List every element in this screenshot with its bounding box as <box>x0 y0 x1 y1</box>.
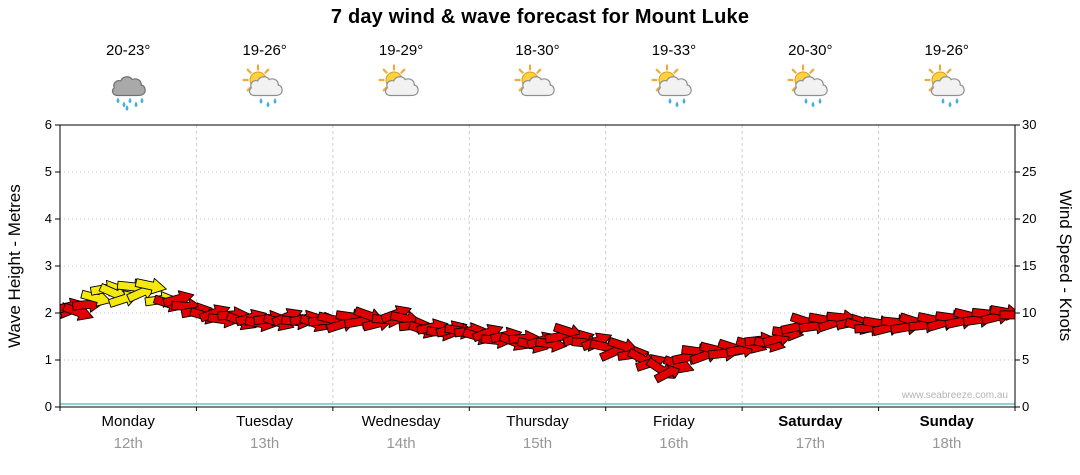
day-date: 14th <box>386 435 416 452</box>
right-axis-tick: 30 <box>1022 117 1037 132</box>
day-temperature: 20-23° <box>106 42 151 59</box>
weather-icon-sun-shower <box>651 64 692 108</box>
right-axis-tick: 25 <box>1022 164 1037 179</box>
weather-icon-sun-shower <box>924 64 965 108</box>
raindrop-icon <box>134 101 138 108</box>
day-label-row: Monday 12th Tuesday 13th Wednesday 14th Thursd… <box>60 413 1015 452</box>
watermark: www.seabreeze.com.au <box>901 390 1008 401</box>
weather-icon-cell <box>333 64 469 120</box>
right-axis-label: Wind Speed - Knots <box>1056 190 1075 342</box>
day-temperature: 19-33° <box>651 42 697 59</box>
left-axis-tick: 1 <box>44 352 52 367</box>
raindrop-icon <box>140 97 144 104</box>
day-label: Friday 16th <box>606 413 742 452</box>
day-name: Tuesday <box>236 413 294 430</box>
weather-icon-sun-cloud <box>514 64 556 97</box>
day-date: 13th <box>250 435 280 452</box>
raindrop-icon <box>266 101 270 108</box>
day-label: Wednesday 14th <box>333 413 469 452</box>
weather-icon-cell <box>742 64 878 120</box>
day-label: Thursday 15th <box>469 413 605 452</box>
raindrop-icon <box>125 105 129 111</box>
day-name: Monday <box>101 413 155 430</box>
day-temperature: 19-26° <box>242 42 287 59</box>
weather-icon-cell <box>60 64 196 120</box>
weather-icon-sun-shower <box>242 64 283 108</box>
day-date: 12th <box>113 435 143 452</box>
cloud-icon <box>657 76 692 97</box>
cloud-icon <box>521 76 556 97</box>
weather-icon-rain <box>112 76 146 111</box>
day-name: Sunday <box>919 413 974 430</box>
cloud-icon <box>794 76 828 97</box>
cloud-icon <box>930 76 965 97</box>
wind-arrows <box>60 277 1015 384</box>
cloud-icon <box>384 76 419 97</box>
day-label: Saturday 17th <box>742 413 878 452</box>
wind-arrow <box>999 310 1015 320</box>
weather-icon-sun-cloud <box>378 64 419 97</box>
day-temperature: 19-26° <box>924 42 969 59</box>
raindrop-icon <box>811 101 815 108</box>
raindrop-icon <box>955 98 959 104</box>
raindrop-icon <box>818 98 822 104</box>
right-axis-tick: 15 <box>1022 258 1037 273</box>
weather-icon-cell <box>196 64 332 120</box>
raindrop-icon <box>116 97 120 104</box>
raindrop-icon <box>682 98 686 104</box>
raindrop-icon <box>273 98 277 104</box>
left-axis-tick: 3 <box>44 258 52 273</box>
raindrop-icon <box>259 98 263 104</box>
weather-icon-cell <box>469 64 605 120</box>
raindrop-icon <box>804 98 808 104</box>
raindrop-icon <box>948 101 952 108</box>
left-axis-tick: 0 <box>44 399 52 414</box>
day-temperature: 19-29° <box>378 42 424 59</box>
right-axis-tick: 10 <box>1022 305 1037 320</box>
weather-icon-cell <box>606 64 742 120</box>
left-axis-tick: 5 <box>44 164 52 179</box>
raindrop-icon <box>122 101 126 108</box>
day-date: 18th <box>932 435 962 452</box>
temperature-row: 20-23° 19-26° 19-29° 18-30° 19-33° 20-30° 19-2… <box>60 42 1015 62</box>
wind-arrow-strong <box>134 277 167 295</box>
left-axis-tick: 6 <box>44 117 52 132</box>
wind-arrow <box>162 290 195 308</box>
left-axis-label: Wave Height - Metres <box>5 184 24 348</box>
raindrop-icon <box>668 98 672 104</box>
right-axis-tick: 0 <box>1022 399 1030 414</box>
cloud-icon <box>248 76 283 97</box>
day-date: 15th <box>522 435 553 452</box>
day-name: Wednesday <box>361 413 441 430</box>
raindrop-icon <box>675 101 679 108</box>
day-label: Tuesday 13th <box>196 413 332 452</box>
weather-icon-sun-shower <box>787 64 828 108</box>
raindrop-icon <box>128 97 132 104</box>
cloud-icon <box>112 76 146 97</box>
right-axis-tick: 20 <box>1022 211 1037 226</box>
day-temperature: 20-30° <box>788 42 833 59</box>
weather-icon-cell <box>879 64 1015 120</box>
day-name: Saturday <box>778 413 843 430</box>
day-date: 17th <box>795 435 825 452</box>
plot-frame <box>59 124 1016 408</box>
page-title: 7 day wind & wave forecast for Mount Luk… <box>330 6 750 28</box>
day-name: Thursday <box>506 413 569 430</box>
left-axis-tick: 2 <box>44 305 52 320</box>
day-label: Monday 12th <box>60 413 196 452</box>
day-name: Friday <box>653 413 695 430</box>
raindrop-icon <box>941 98 945 104</box>
weather-icon-row <box>60 64 1015 120</box>
day-temperature: 18-30° <box>515 42 560 59</box>
left-axis-tick: 4 <box>44 211 52 226</box>
right-axis-tick: 5 <box>1022 352 1030 367</box>
day-date: 16th <box>659 435 689 452</box>
day-label: Sunday 18th <box>879 413 1015 452</box>
